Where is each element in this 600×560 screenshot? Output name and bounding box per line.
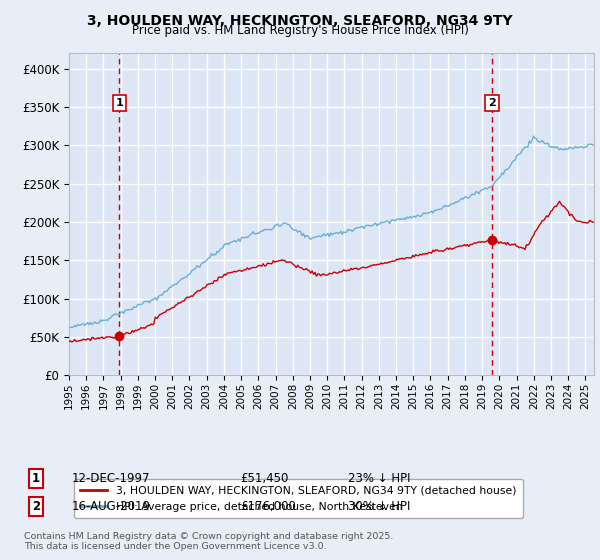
Text: 3, HOULDEN WAY, HECKINGTON, SLEAFORD, NG34 9TY: 3, HOULDEN WAY, HECKINGTON, SLEAFORD, NG…: [87, 14, 513, 28]
Text: £51,450: £51,450: [240, 472, 289, 486]
Text: Contains HM Land Registry data © Crown copyright and database right 2025.
This d: Contains HM Land Registry data © Crown c…: [24, 532, 394, 552]
Text: 30% ↓ HPI: 30% ↓ HPI: [348, 500, 410, 514]
Text: 16-AUG-2019: 16-AUG-2019: [72, 500, 151, 514]
Text: 2: 2: [488, 98, 496, 108]
Text: 23% ↓ HPI: 23% ↓ HPI: [348, 472, 410, 486]
Text: 12-DEC-1997: 12-DEC-1997: [72, 472, 151, 486]
Text: Price paid vs. HM Land Registry's House Price Index (HPI): Price paid vs. HM Land Registry's House …: [131, 24, 469, 37]
Text: £176,000: £176,000: [240, 500, 296, 514]
Text: 1: 1: [32, 472, 40, 486]
Text: 1: 1: [115, 98, 123, 108]
Legend: 3, HOULDEN WAY, HECKINGTON, SLEAFORD, NG34 9TY (detached house), HPI: Average pr: 3, HOULDEN WAY, HECKINGTON, SLEAFORD, NG…: [74, 479, 523, 519]
Text: 2: 2: [32, 500, 40, 514]
